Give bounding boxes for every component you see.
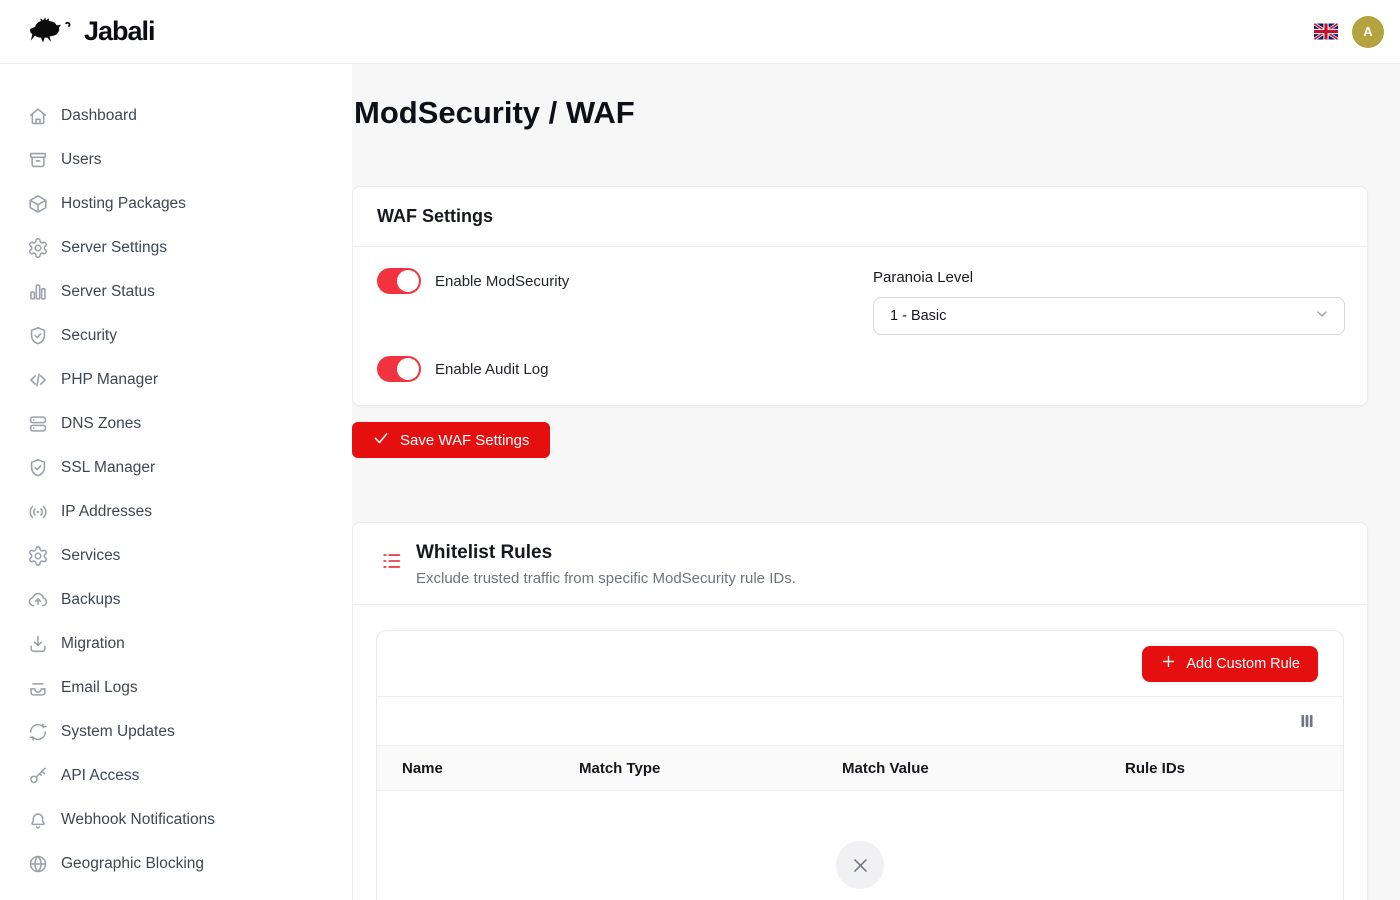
sidebar-item-label: Server Settings [61,239,167,256]
inbox-icon [27,677,49,699]
waf-settings-title: WAF Settings [377,206,493,226]
home-icon [27,105,49,127]
broadcast-icon [27,501,49,523]
shield-check-icon [27,325,49,347]
package-icon [27,193,49,215]
sidebar-item-label: Webhook Notifications [61,811,215,828]
sidebar-item-label: Security [61,327,117,344]
bar-chart-icon [27,281,49,303]
waf-settings-body: Enable ModSecurity Enable Audit Log Para… [353,247,1367,405]
column-header-match-type: Match Type [579,759,661,777]
shield-check-icon [27,457,49,479]
sidebar-item-label: Users [61,151,102,168]
sidebar-item-dns-zones[interactable]: DNS Zones [0,402,352,446]
whitelist-table-panel: Add Custom Rule Name Match Type Match Valu… [376,630,1344,900]
download-tray-icon [27,633,49,655]
list-icon [381,550,403,572]
sidebar-item-system-updates[interactable]: System Updates [0,710,352,754]
enable-audit-log-toggle[interactable] [377,356,421,382]
sidebar-item-label: PHP Manager [61,371,159,388]
sidebar-item-api-access[interactable]: API Access [0,754,352,798]
waf-settings-card-header: WAF Settings [353,187,1367,247]
cloud-upload-icon [27,589,49,611]
sidebar-item-dashboard[interactable]: Dashboard [0,94,352,138]
sidebar-item-label: Migration [61,635,125,652]
table-empty-state [377,791,1343,900]
gear-icon [27,237,49,259]
main-content: ModSecurity / WAF WAF Settings Enable Mo… [352,64,1400,900]
sidebar-item-server-settings[interactable]: Server Settings [0,226,352,270]
sidebar-item-label: API Access [61,767,140,784]
sidebar-nav: Dashboard Users Hosting Packages Server Set… [0,64,352,900]
enable-modsecurity-label: Enable ModSecurity [435,272,570,290]
column-header-rule-ids: Rule IDs [1125,759,1186,777]
paranoia-level-select[interactable]: 1 - Basic [873,297,1345,335]
sidebar-item-label: Backups [61,591,121,608]
save-waf-settings-label: Save WAF Settings [400,431,530,449]
paranoia-level-value: 1 - Basic [890,308,947,324]
table-toolbar: Add Custom Rule [377,631,1343,697]
brand-name: Jabali [84,16,156,46]
chevron-down-icon [1314,306,1330,327]
column-header-name: Name [402,759,443,777]
sidebar-item-label: IP Addresses [61,503,153,520]
language-flag-icon[interactable] [1314,23,1338,40]
column-visibility-icon[interactable] [1298,712,1316,730]
sidebar-item-label: Server Status [61,283,155,300]
sidebar-item-geographic-blocking[interactable]: Geographic Blocking [0,842,352,886]
sidebar-item-label: Dashboard [61,107,137,124]
table-options-row [377,697,1343,745]
add-custom-rule-label: Add Custom Rule [1186,655,1300,672]
sidebar-item-php-manager[interactable]: PHP Manager [0,358,352,402]
sidebar-item-migration[interactable]: Migration [0,622,352,666]
add-custom-rule-button[interactable]: Add Custom Rule [1142,645,1318,682]
sidebar-item-security[interactable]: Security [0,314,352,358]
sidebar-item-backups[interactable]: Backups [0,578,352,622]
whitelist-rules-header: Whitelist Rules Exclude trusted traffic … [353,523,1367,605]
sidebar-item-server-status[interactable]: Server Status [0,270,352,314]
save-waf-settings-button[interactable]: Save WAF Settings [352,422,550,458]
column-header-match-value: Match Value [842,759,929,777]
archive-icon [27,149,49,171]
waf-settings-card: WAF Settings Enable ModSecurity Enable A… [352,186,1368,406]
plus-icon [1160,653,1177,674]
enable-audit-log-label: Enable Audit Log [435,360,549,378]
sidebar-item-label: Services [61,547,121,564]
sidebar-item-hosting-packages[interactable]: Hosting Packages [0,182,352,226]
gear-icon [27,545,49,567]
sidebar-item-services[interactable]: Services [0,534,352,578]
sidebar-item-label: System Updates [61,723,175,740]
key-icon [27,765,49,787]
page-title: ModSecurity / WAF [354,95,635,130]
sidebar-item-users[interactable]: Users [0,138,352,182]
whitelist-rules-title: Whitelist Rules [416,542,553,563]
code-icon [27,369,49,391]
whitelist-rules-description: Exclude trusted traffic from specific Mo… [416,570,796,587]
sidebar-item-webhook-notifications[interactable]: Webhook Notifications [0,798,352,842]
topbar: Jabali A [0,0,1400,64]
sidebar-item-ssl-manager[interactable]: SSL Manager [0,446,352,490]
boar-logo-icon [28,12,74,51]
sidebar-item-label: DNS Zones [61,415,142,432]
sidebar-item-label: Geographic Blocking [61,855,205,872]
sidebar-item-email-logs[interactable]: Email Logs [0,666,352,710]
check-icon [372,429,390,451]
close-icon[interactable] [836,841,884,889]
table-header-row: Name Match Type Match Value Rule IDs [377,745,1343,791]
sidebar-item-ip-addresses[interactable]: IP Addresses [0,490,352,534]
bell-icon [27,809,49,831]
brand-logo[interactable]: Jabali [28,12,156,51]
globe-icon [27,853,49,875]
enable-modsecurity-toggle[interactable] [377,268,421,294]
sidebar-item-label: Hosting Packages [61,195,186,212]
refresh-icon [27,721,49,743]
paranoia-level-label: Paranoia Level [873,269,974,286]
server-stack-icon [27,413,49,435]
user-avatar[interactable]: A [1352,15,1384,48]
sidebar-item-label: SSL Manager [61,459,156,476]
whitelist-rules-card: Whitelist Rules Exclude trusted traffic … [352,522,1368,900]
sidebar-item-label: Email Logs [61,679,138,696]
